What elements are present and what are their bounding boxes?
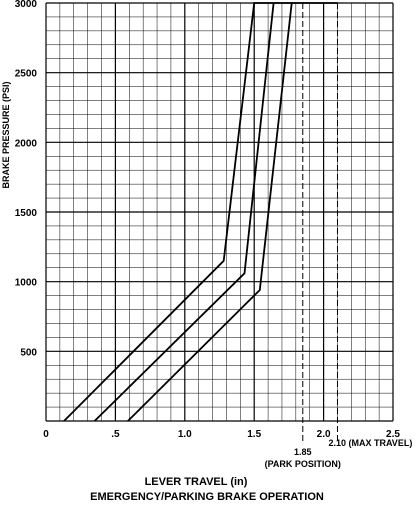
reference-lines [302,3,338,443]
y-tick-label: 2000 [15,138,38,149]
tick-labels: 0 .5 1.0 1.5 2.0 2.5 500 1000 1500 2000 2500 3000 1.… [15,0,413,469]
y-tick-label: 1000 [15,278,38,289]
grid [45,2,394,422]
x-tick-label: 2.0 [317,429,331,440]
x-axis-label: LEVER TRAVEL (in) [145,476,248,488]
park-position-label: (PARK POSITION) [265,459,341,469]
x-tick-label: .5 [111,429,120,440]
y-tick-label: 2500 [15,69,38,80]
x-tick-label: 1.0 [178,429,192,440]
y-tick-label: 500 [20,347,37,358]
x-tick-label: 2.5 [386,429,400,440]
y-axis-label: BRAKE PRESSURE (PSI) [1,81,11,188]
series-line-3 [127,2,293,422]
y-tick-label: 1500 [15,208,38,219]
chart-title: EMERGENCY/PARKING BRAKE OPERATION [90,491,324,503]
park-position-value-label: 1.85 [294,447,312,457]
max-travel-label: 2.10 (MAX TRAVEL) [328,438,412,448]
series-line-2 [93,2,275,422]
y-tick-label: 3000 [15,0,38,10]
series-line-1 [63,2,338,422]
series-lines [63,2,338,422]
x-tick-label: 0 [43,429,49,440]
x-tick-label: 1.5 [247,429,261,440]
